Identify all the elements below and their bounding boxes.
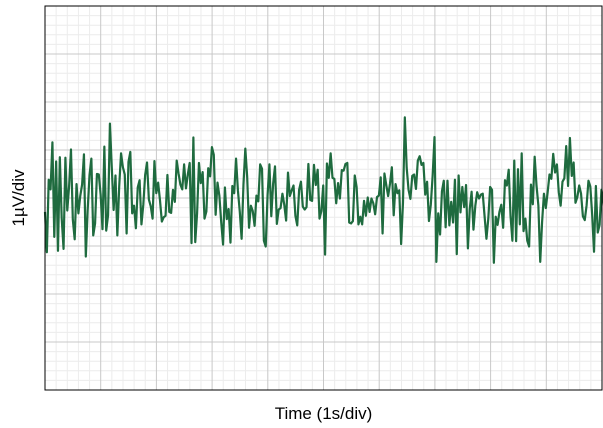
chart-plot-area [43, 116, 603, 264]
y-axis-label: 1µV/div [9, 169, 28, 227]
chart-grid [45, 6, 602, 390]
chart-frame [44, 5, 603, 391]
x-axis-label: Time (1s/div) [275, 404, 373, 423]
signal-trace-line [43, 116, 603, 264]
